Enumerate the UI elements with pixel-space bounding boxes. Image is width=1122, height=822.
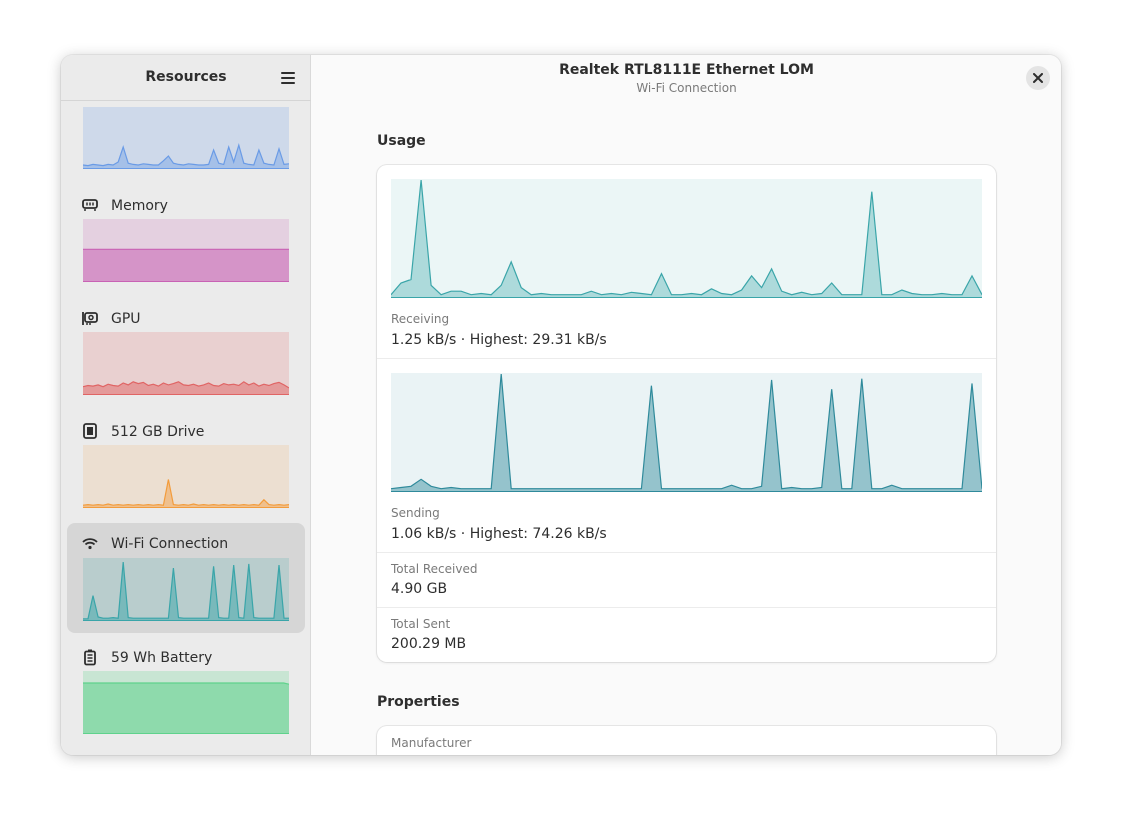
sending-graph-line [390, 373, 983, 490]
page-title: Realtek RTL8111E Ethernet LOM [559, 62, 814, 78]
total-sent-label: Total Sent [391, 617, 451, 631]
sending-graph-area [391, 374, 982, 492]
divider [377, 358, 996, 359]
wifi-graph [83, 558, 289, 621]
sidebar: Resources Memory GPU [61, 55, 311, 755]
app-window: Resources Memory GPU [61, 55, 1061, 755]
total-sent-value: 200.29 MB [391, 636, 467, 652]
divider [377, 607, 996, 608]
wifi-graph-background [83, 558, 289, 621]
sidebar-item-label: GPU [111, 311, 141, 327]
gpu-graph-line [83, 381, 289, 389]
receiving-value: 1.25 kB/s · Highest: 29.31 kB/s [391, 332, 607, 348]
battery-graph-line [83, 682, 289, 685]
receiving-graph-line [390, 179, 983, 296]
page-subtitle: Wi-Fi Connection [636, 81, 737, 95]
properties-card: Manufacturer [377, 726, 996, 755]
total-received-label: Total Received [391, 562, 478, 576]
receiving-graph-background [391, 179, 982, 298]
cpu-graph [83, 107, 289, 169]
sidebar-item-memory[interactable]: Memory [67, 188, 305, 288]
sending-graph-background [391, 373, 982, 492]
drive-icon [81, 422, 99, 440]
drive-graph-background [83, 445, 289, 508]
sidebar-item-label: Wi-Fi Connection [111, 536, 229, 552]
sidebar-item-label: 59 Wh Battery [111, 650, 213, 666]
sidebar-header: Resources [61, 55, 311, 101]
divider [377, 552, 996, 553]
sidebar-title: Resources [145, 69, 227, 85]
gpu-graph-area [83, 381, 289, 395]
total-received-value: 4.90 GB [391, 581, 448, 597]
usage-card: Receiving 1.25 kB/s · Highest: 29.31 kB/… [377, 165, 996, 662]
sidebar-item-label: 512 GB Drive [111, 424, 205, 440]
cpu-graph-background [83, 107, 289, 169]
properties-section-title: Properties [377, 694, 460, 710]
battery-icon [81, 648, 99, 666]
wifi-graph-line [83, 562, 289, 620]
manufacturer-label: Manufacturer [391, 736, 472, 750]
wifi-icon [81, 535, 99, 553]
drive-graph-line [83, 479, 289, 506]
memory-icon [81, 196, 99, 214]
main-pane: Realtek RTL8111E Ethernet LOM Wi-Fi Conn… [312, 55, 1061, 755]
receiving-label: Receiving [391, 312, 450, 326]
sidebar-item-gpu[interactable]: GPU [67, 301, 305, 401]
cpu-graph-line [83, 143, 289, 167]
memory-graph-area [83, 249, 289, 282]
receiving-graph [390, 179, 983, 298]
sidebar-item-label: Memory [111, 198, 168, 214]
sending-label: Sending [391, 506, 440, 520]
sending-graph [390, 373, 983, 492]
hamburger-menu-icon[interactable] [277, 67, 299, 89]
sending-value: 1.06 kB/s · Highest: 74.26 kB/s [391, 526, 607, 542]
battery-graph-area [83, 683, 289, 734]
sidebar-item-wifi[interactable]: Wi-Fi Connection [67, 523, 305, 633]
sidebar-item-battery[interactable]: 59 Wh Battery [67, 640, 305, 740]
memory-graph [83, 219, 289, 282]
usage-section-title: Usage [377, 133, 426, 149]
drive-graph [83, 445, 289, 508]
close-button[interactable] [1026, 66, 1050, 90]
battery-graph [83, 671, 289, 734]
gpu-graph [83, 332, 289, 395]
sidebar-item-cpu[interactable] [67, 101, 305, 173]
gpu-icon [81, 309, 99, 327]
sidebar-item-drive[interactable]: 512 GB Drive [67, 414, 305, 514]
close-icon [1033, 73, 1043, 83]
